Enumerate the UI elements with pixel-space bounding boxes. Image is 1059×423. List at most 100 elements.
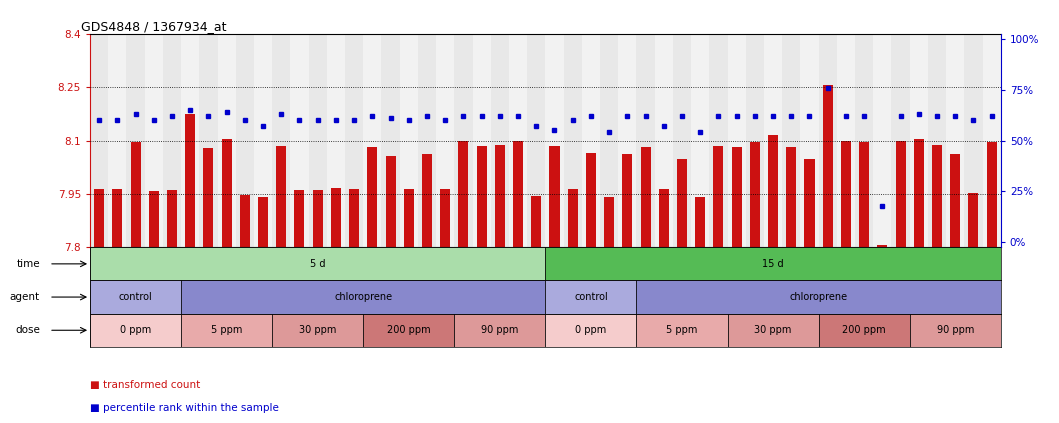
- Bar: [181, 280, 545, 314]
- Bar: [695, 197, 705, 247]
- Bar: [837, 34, 855, 247]
- Text: 15 d: 15 d: [762, 259, 784, 269]
- Bar: [454, 314, 545, 347]
- Text: 200 ppm: 200 ppm: [842, 325, 886, 335]
- Bar: [783, 34, 801, 247]
- Text: 5 ppm: 5 ppm: [666, 325, 698, 335]
- Bar: [258, 197, 268, 247]
- Bar: [294, 190, 305, 247]
- Bar: [130, 142, 141, 247]
- Bar: [728, 314, 819, 347]
- Bar: [568, 189, 578, 247]
- Bar: [714, 146, 723, 247]
- Bar: [385, 156, 396, 247]
- Bar: [987, 142, 997, 247]
- Bar: [217, 34, 236, 247]
- Bar: [490, 34, 509, 247]
- Bar: [600, 34, 618, 247]
- Bar: [641, 147, 650, 247]
- Bar: [495, 145, 505, 247]
- Bar: [968, 193, 979, 247]
- Bar: [254, 34, 272, 247]
- Text: 30 ppm: 30 ppm: [299, 325, 337, 335]
- Bar: [308, 34, 327, 247]
- Bar: [746, 34, 764, 247]
- Text: 5 d: 5 d: [310, 259, 325, 269]
- Bar: [418, 34, 436, 247]
- Bar: [654, 34, 672, 247]
- Bar: [272, 314, 363, 347]
- Bar: [732, 147, 741, 247]
- Bar: [363, 314, 454, 347]
- Bar: [290, 34, 308, 247]
- Bar: [623, 154, 632, 247]
- Text: GDS4848 / 1367934_at: GDS4848 / 1367934_at: [80, 20, 227, 33]
- Bar: [563, 34, 581, 247]
- Bar: [532, 196, 541, 247]
- Bar: [910, 314, 1001, 347]
- Bar: [677, 159, 687, 247]
- Bar: [236, 34, 254, 247]
- Bar: [454, 34, 472, 247]
- Text: 90 ppm: 90 ppm: [481, 325, 519, 335]
- Bar: [805, 159, 814, 247]
- Bar: [636, 280, 1001, 314]
- Text: ■ percentile rank within the sample: ■ percentile rank within the sample: [90, 403, 279, 413]
- Bar: [550, 146, 559, 247]
- Text: chloroprene: chloroprene: [335, 292, 392, 302]
- Bar: [421, 154, 432, 247]
- Bar: [459, 141, 468, 247]
- Bar: [636, 34, 654, 247]
- Text: ■ transformed count: ■ transformed count: [90, 380, 200, 390]
- Bar: [330, 187, 341, 247]
- Bar: [910, 34, 928, 247]
- Bar: [874, 34, 892, 247]
- Bar: [381, 34, 399, 247]
- Bar: [928, 34, 946, 247]
- Bar: [659, 189, 669, 247]
- Bar: [604, 198, 614, 247]
- Text: 90 ppm: 90 ppm: [936, 325, 974, 335]
- Bar: [710, 34, 728, 247]
- Bar: [636, 314, 728, 347]
- Text: chloroprene: chloroprene: [790, 292, 847, 302]
- Bar: [545, 314, 636, 347]
- Text: agent: agent: [10, 292, 40, 302]
- Bar: [581, 34, 600, 247]
- Bar: [892, 34, 910, 247]
- Bar: [728, 34, 746, 247]
- Text: time: time: [16, 259, 40, 269]
- Bar: [90, 280, 181, 314]
- Bar: [545, 247, 1001, 280]
- Bar: [801, 34, 819, 247]
- Bar: [185, 114, 195, 247]
- Bar: [112, 189, 123, 247]
- Bar: [148, 191, 159, 247]
- Bar: [181, 34, 199, 247]
- Bar: [750, 142, 760, 247]
- Bar: [855, 34, 874, 247]
- Bar: [349, 189, 359, 247]
- Bar: [363, 34, 381, 247]
- Bar: [145, 34, 163, 247]
- Bar: [786, 147, 796, 247]
- Bar: [509, 34, 527, 247]
- Bar: [914, 139, 923, 247]
- Bar: [90, 314, 181, 347]
- Bar: [272, 34, 290, 247]
- Bar: [764, 34, 783, 247]
- Bar: [181, 314, 272, 347]
- Text: 0 ppm: 0 ppm: [120, 325, 151, 335]
- Text: 5 ppm: 5 ppm: [211, 325, 243, 335]
- Bar: [983, 34, 1001, 247]
- Bar: [819, 314, 910, 347]
- Bar: [239, 195, 250, 247]
- Bar: [513, 141, 523, 247]
- Bar: [768, 135, 778, 247]
- Bar: [199, 34, 217, 247]
- Bar: [90, 34, 108, 247]
- Bar: [823, 85, 832, 247]
- Bar: [545, 280, 636, 314]
- Bar: [477, 146, 487, 247]
- Text: 0 ppm: 0 ppm: [575, 325, 607, 335]
